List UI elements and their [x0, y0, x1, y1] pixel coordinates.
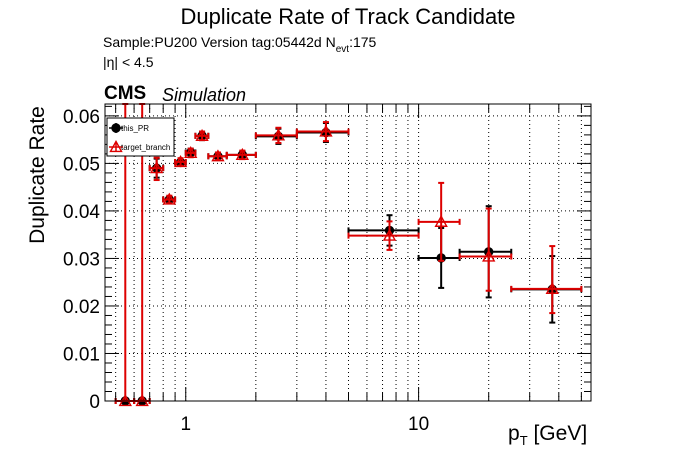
legend-label: this_PR: [121, 124, 149, 133]
y-tick-label: 0.03: [63, 249, 100, 270]
nevt-value: :175: [349, 34, 377, 50]
chart-title: Duplicate Rate of Track Candidate: [180, 4, 516, 29]
cms-label: CMS: [104, 83, 147, 104]
triangle-marker: [235, 147, 250, 160]
data-point: [254, 126, 298, 144]
grid: [105, 104, 591, 401]
sample-subtitle: Sample:PU200 Version tag:05442d Nevt:175: [103, 34, 376, 55]
data-point: [225, 147, 257, 161]
data-point: [510, 245, 583, 315]
triangle-marker: [271, 128, 286, 141]
triangle-marker: [183, 146, 198, 159]
axis-ticks: [105, 104, 591, 402]
data-point: [148, 156, 165, 182]
triangle-marker: [118, 394, 132, 407]
legend-marker: [109, 140, 123, 153]
x-axis-title-unit: [GeV]: [527, 422, 588, 445]
triangle-marker: [545, 281, 559, 294]
triangle-marker: [162, 192, 177, 205]
triangle-marker: [211, 149, 225, 162]
triangle-marker: [149, 161, 164, 174]
x-tick-label: 10: [408, 414, 429, 435]
triangle-marker: [195, 128, 209, 141]
tick-labels: 0 0.01 0.02 0.03 0.04 0.05 0.06 1 10: [63, 107, 429, 435]
triangle-marker: [319, 124, 333, 137]
legend-marker: [111, 123, 121, 133]
data-point: [173, 155, 188, 168]
y-tick-label: 0.01: [63, 344, 100, 365]
data-point: [458, 205, 513, 299]
legend-entry: target_branch: [109, 140, 170, 153]
y-tick-label: 0.04: [63, 202, 100, 223]
data-point: [458, 207, 513, 292]
legend-entry: this_PR: [109, 123, 149, 133]
data-point: [417, 227, 461, 289]
triangle-marker: [173, 155, 188, 168]
x-tick-label: 1: [180, 414, 191, 435]
triangle-marker: [382, 228, 397, 241]
data-point: [183, 146, 198, 159]
data-point: [207, 149, 228, 162]
triangle-marker: [434, 214, 448, 227]
y-tick-label: 0: [89, 392, 100, 413]
y-tick-label: 0.02: [63, 297, 100, 318]
x-axis-title: pT [GeV]: [508, 422, 587, 448]
y-tick-label: 0.06: [63, 107, 100, 128]
data-point: [347, 220, 420, 251]
sample-text: Sample:PU200 Version tag:05442d N: [103, 34, 336, 50]
plot-frame: [104, 103, 592, 402]
data-point: [347, 214, 420, 247]
y-tick-label: 0.05: [63, 154, 100, 175]
triangle-marker: [135, 394, 149, 407]
legend: this_PR target_branch: [106, 117, 175, 157]
eta-cut-label: |η| < 4.5: [103, 54, 154, 70]
data-point: [162, 192, 177, 205]
x-axis-title-sub: T: [519, 433, 528, 449]
data-point: [417, 181, 461, 262]
nevt-subscript: evt: [335, 44, 350, 55]
triangle-marker: [482, 249, 496, 262]
x-axis-title-main: p: [508, 422, 520, 445]
data-point: [295, 121, 350, 143]
legend-label: target_branch: [121, 143, 170, 152]
data-point: [194, 128, 210, 142]
simulation-label: Simulation: [162, 85, 247, 105]
